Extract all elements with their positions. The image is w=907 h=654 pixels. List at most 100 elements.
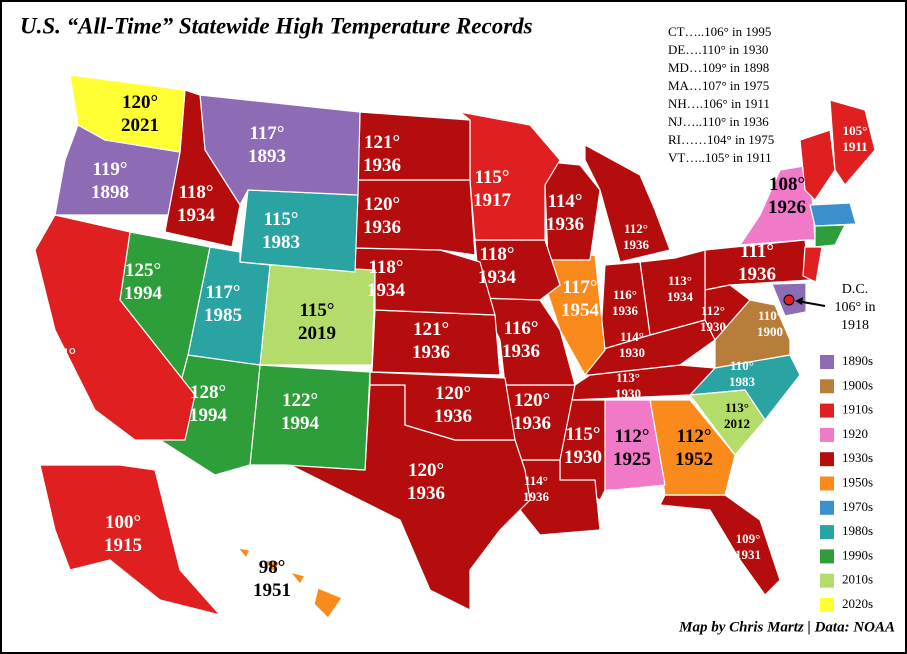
note: RI……104° in 1975	[668, 132, 774, 147]
state-year: 1930	[700, 319, 726, 334]
state-year: 1951	[253, 580, 291, 601]
state-temp: 112°	[701, 303, 725, 318]
nj	[802, 246, 823, 283]
state-year: 1994	[189, 405, 228, 426]
state-temp: 117°	[249, 123, 284, 144]
state-year: 1936	[623, 237, 650, 252]
note: MD…109° in 1898	[668, 60, 769, 75]
state	[584, 144, 671, 263]
state-year: 1994	[281, 413, 320, 434]
state-temp: 134°	[40, 345, 76, 366]
note: VT…..105° in 1911	[668, 150, 772, 165]
state-year: 2019	[298, 323, 336, 344]
ma-ri	[809, 202, 857, 227]
state	[829, 99, 876, 186]
state-year: 2012	[724, 416, 750, 431]
legend-swatch	[820, 355, 834, 369]
state-temp: 120°	[408, 460, 444, 481]
state-temp: 98°	[259, 557, 286, 578]
state-year: 1936	[363, 155, 401, 176]
state-year: 1926	[768, 197, 806, 218]
dc-marker	[783, 294, 795, 306]
state-year: 1915	[104, 535, 142, 556]
title: U.S. “All-Time” Statewide High Temperatu…	[20, 13, 533, 38]
state-temp: 119°	[92, 159, 127, 180]
state-temp: 115°	[299, 300, 334, 321]
state-temp: 113°	[668, 273, 692, 288]
state-temp: 115°	[263, 209, 298, 230]
credit: Map by Chris Martz | Data: NOAA	[678, 619, 895, 635]
state-temp: 112°	[624, 221, 648, 236]
state-year: 1936	[546, 214, 584, 235]
state-temp: 100°	[105, 512, 141, 533]
state-year: 1930	[615, 386, 641, 401]
state-year: 1936	[412, 342, 450, 363]
legend-swatch	[820, 379, 834, 394]
states	[34, 74, 876, 619]
state-year: 2021	[121, 115, 159, 136]
note: CT…..106° in 1995	[668, 24, 771, 39]
state-year: 1936	[407, 483, 445, 504]
state-temp: 118°	[178, 182, 213, 203]
state-year: 1911	[842, 139, 867, 154]
state-year: 1952	[675, 449, 713, 470]
legend-label: 1900s	[842, 377, 873, 392]
legend-swatch	[820, 573, 834, 588]
state	[69, 74, 186, 153]
state-year: 1983	[729, 374, 756, 389]
state-year: 1934	[667, 289, 694, 304]
state-temp: 121°	[413, 319, 449, 340]
state-year: 1930	[564, 447, 602, 468]
legend-swatch	[820, 427, 834, 442]
state	[369, 371, 516, 441]
state-year: 1934	[478, 267, 517, 288]
state	[659, 494, 781, 596]
state-temp: 120°	[514, 390, 550, 411]
state-year: 1930	[619, 345, 645, 360]
state-year: 1900	[757, 324, 783, 339]
hawaii-island	[289, 571, 306, 585]
state-year: 1931	[735, 547, 761, 562]
legend-swatch	[820, 598, 834, 612]
legend-swatch	[820, 549, 834, 564]
state-temp: 113°	[725, 400, 749, 415]
state-temp: 115°	[565, 424, 600, 445]
state-year: 1934	[367, 280, 406, 301]
dc-label: D.C.	[842, 282, 868, 297]
legend-label: 1910s	[842, 402, 873, 417]
state-year: 1985	[204, 305, 242, 326]
state-temp: 118°	[368, 257, 403, 278]
state-year: 1936	[513, 413, 551, 434]
state-temp: 118°	[479, 244, 514, 265]
state-year: 1954	[561, 300, 600, 321]
state-temp: 108°	[769, 174, 805, 195]
legend-label: 1920	[842, 426, 868, 441]
state-year: 1898	[91, 182, 129, 203]
state-year: 1983	[262, 232, 300, 253]
hawaii-island	[261, 559, 281, 573]
legend-swatch	[820, 525, 834, 540]
legend-swatch	[820, 452, 834, 467]
state-temp: 115°	[474, 167, 509, 188]
legend-swatch	[820, 476, 834, 491]
state-temp: 111°	[740, 241, 774, 262]
state-year: 1913	[39, 368, 77, 389]
state-temp: 116°	[613, 287, 637, 302]
legend-label: 1990s	[842, 547, 873, 562]
state-year: 1994	[124, 283, 163, 304]
state-temp: 113°	[616, 370, 640, 385]
note: NH….106° in 1911	[668, 96, 770, 111]
state-year: 1917	[473, 190, 512, 211]
ct	[814, 224, 846, 248]
state-year: 1936	[523, 489, 550, 504]
state-temp: 117°	[562, 277, 597, 298]
state-temp: 125°	[125, 260, 161, 281]
state-year: 1934	[177, 205, 216, 226]
state-temp: 121°	[364, 132, 400, 153]
state-temp: 120°	[435, 383, 471, 404]
dc-label: 1918	[841, 318, 869, 333]
state-temp: 117°	[205, 282, 240, 303]
dc-arrowhead	[795, 297, 803, 305]
state-temp: 116°	[503, 318, 538, 339]
state-temp: 112°	[676, 426, 711, 447]
